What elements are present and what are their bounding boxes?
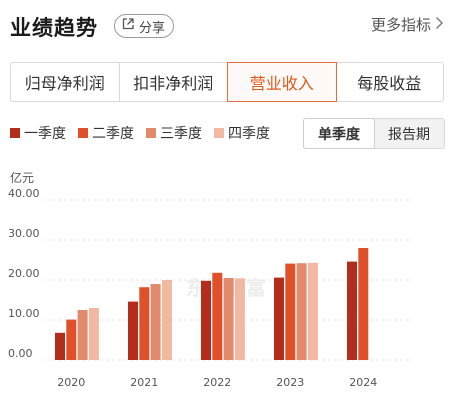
tab-eps[interactable]: 每股收益 [357, 74, 422, 93]
bar [212, 272, 223, 360]
x-tick-label: 2023 [276, 376, 304, 389]
legend-swatch-q4 [214, 128, 224, 138]
bar [66, 319, 77, 360]
x-tick-label: 2021 [130, 376, 158, 389]
toggle-report-period[interactable]: 报告期 [388, 126, 430, 143]
bar [55, 332, 65, 360]
share-button[interactable]: 分享 [114, 14, 175, 38]
bar [307, 262, 318, 360]
x-tick-label: 2024 [349, 376, 377, 389]
share-label: 分享 [139, 20, 166, 36]
metric-tabs: 归母净利润 扣非净利润 营业收入 每股收益 [10, 62, 444, 102]
bar [347, 261, 357, 360]
share-icon [121, 17, 135, 35]
y-tick-label: 40.00 [8, 187, 40, 200]
x-tick-label: 2022 [203, 376, 231, 389]
legend-item-q3: 三季度 [146, 123, 202, 143]
chevron-right-icon [435, 16, 444, 34]
bar [150, 284, 161, 360]
section-title: 业绩趋势 [10, 16, 98, 40]
legend-swatch-q3 [146, 128, 156, 138]
more-metrics-label: 更多指标 [370, 16, 431, 34]
y-tick-label: 20.00 [8, 267, 40, 280]
more-metrics-link[interactable]: 更多指标 [371, 14, 444, 35]
x-tick-label: 2020 [57, 376, 85, 389]
legend-label-q2: 二季度 [92, 126, 134, 142]
legend-item-q2: 二季度 [78, 123, 134, 143]
bar [223, 278, 234, 360]
header: 业绩趋势 分享 更多指标 [10, 10, 446, 42]
chart-legend: 一季度 二季度 三季度 四季度 [10, 120, 270, 146]
y-tick-label: 0.00 [8, 347, 33, 360]
bar [139, 287, 150, 360]
bar [358, 248, 369, 360]
bar [77, 310, 88, 360]
period-toggle: 单季度 报告期 [303, 118, 445, 149]
bar [201, 280, 211, 360]
legend-item-q1: 一季度 [10, 123, 66, 143]
legend-label-q3: 三季度 [160, 126, 202, 142]
y-axis-unit: 亿元 [10, 171, 35, 185]
bar [274, 277, 284, 360]
bar [296, 263, 307, 360]
bar [161, 280, 172, 360]
toggle-single-quarter[interactable]: 单季度 [303, 118, 375, 149]
legend-swatch-q2 [78, 128, 88, 138]
legend-label-q4: 四季度 [228, 126, 270, 142]
bar [285, 263, 296, 360]
bar [88, 308, 99, 360]
bar [234, 278, 245, 360]
revenue-bar-chart: 0.0010.0020.0030.0040.00东方财富202020212022… [8, 187, 412, 389]
y-tick-label: 30.00 [8, 227, 40, 240]
tab-deducted-net-profit[interactable]: 扣非净利润 [120, 63, 228, 101]
legend-swatch-q1 [10, 128, 20, 138]
tab-revenue[interactable]: 营业收入 [227, 62, 337, 102]
legend-item-q4: 四季度 [214, 123, 270, 143]
legend-label-q1: 一季度 [24, 126, 66, 142]
bar [128, 301, 138, 360]
tab-net-profit[interactable]: 归母净利润 [11, 63, 120, 101]
y-tick-label: 10.00 [8, 307, 40, 320]
